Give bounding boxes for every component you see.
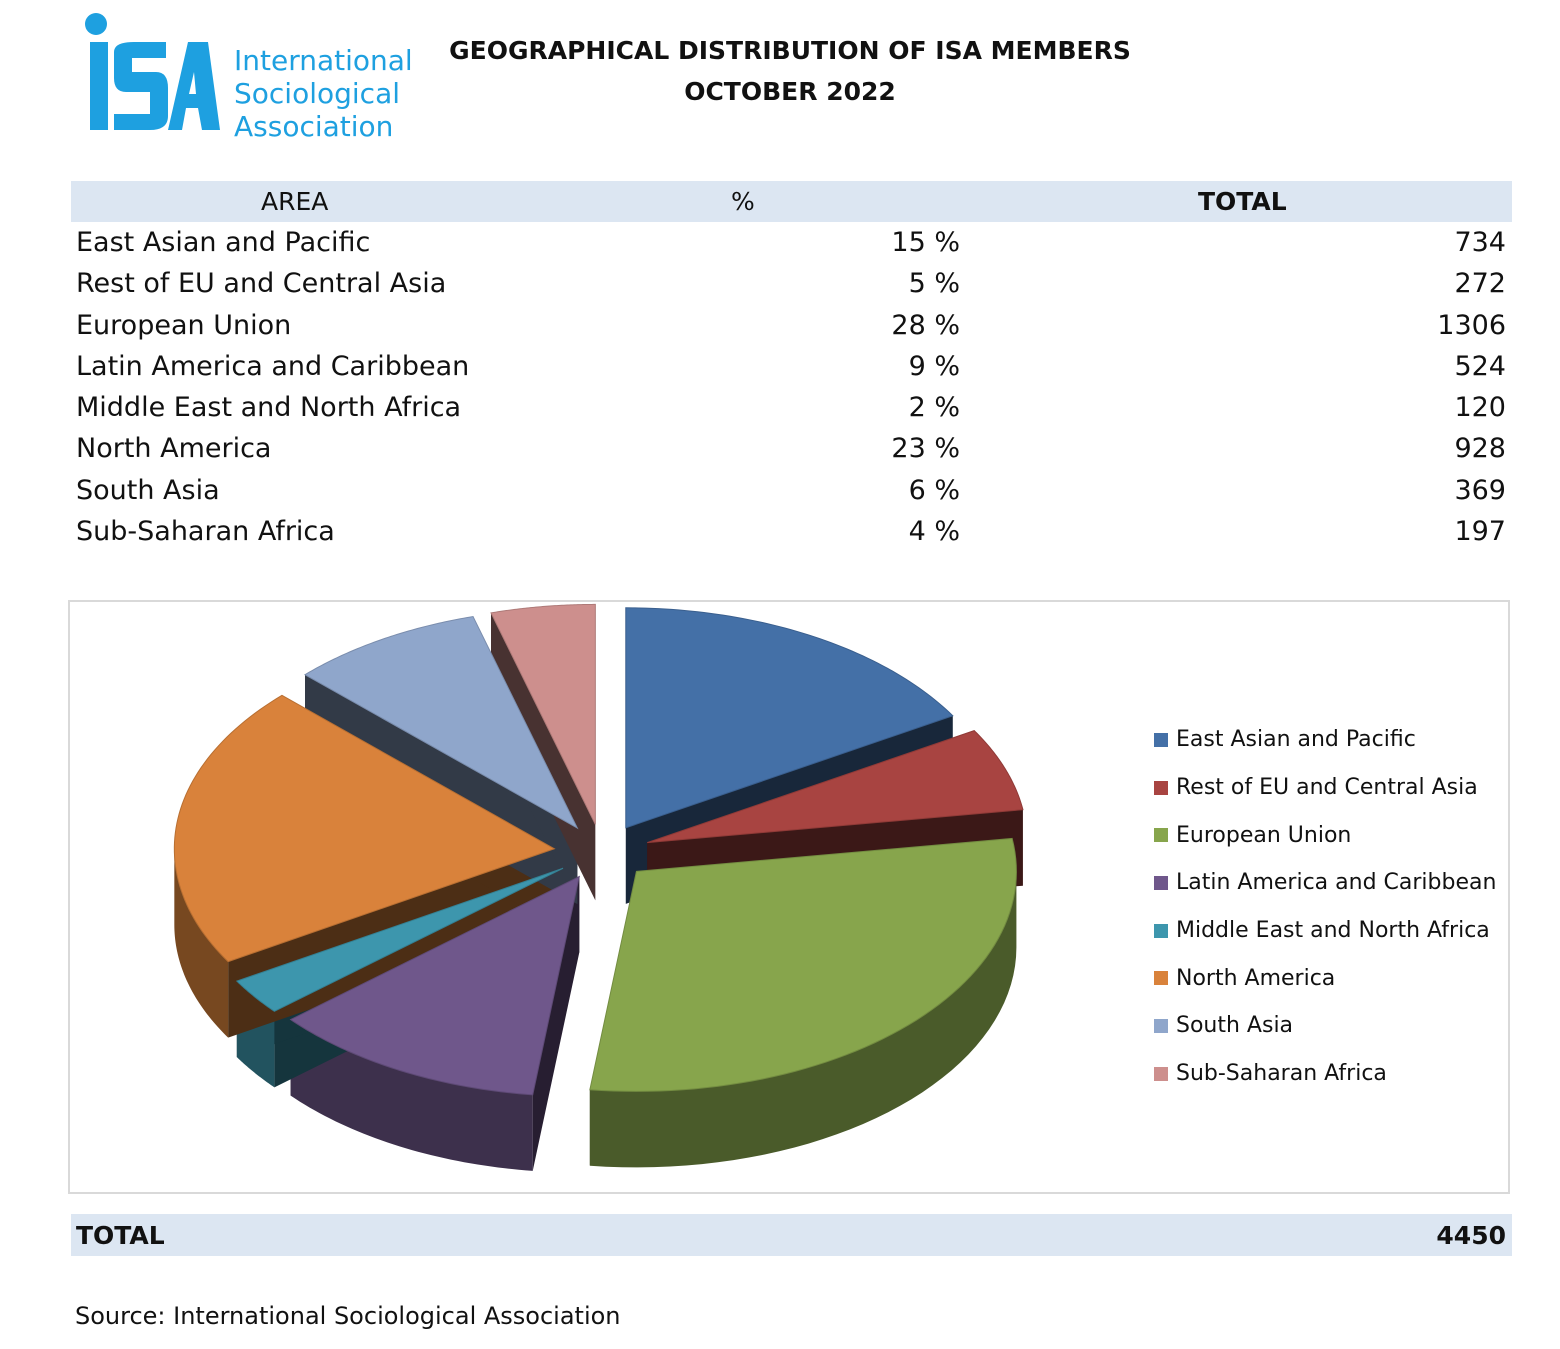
- cell-area: Middle East and North Africa: [76, 392, 462, 424]
- pie-slice: [289, 875, 580, 1096]
- cell-total: 1306: [1437, 309, 1506, 341]
- table-row: European Union 28 % 1306: [71, 305, 1512, 346]
- header-area: AREA: [261, 187, 329, 216]
- table-row: Latin America and Caribbean 9 % 524: [71, 346, 1512, 387]
- pie-slice-wall: [491, 612, 596, 901]
- isa-logo-mark: [85, 13, 220, 130]
- pie-slice: [490, 603, 596, 825]
- cell-pct: 28 %: [891, 309, 960, 341]
- title-line-2: OCTOBER 2022: [684, 77, 896, 106]
- legend-item: South Asia: [1154, 1002, 1496, 1050]
- legend-swatch: [1154, 732, 1168, 747]
- cell-pct: 15 %: [891, 227, 960, 258]
- legend-item: Latin America and Caribbean: [1154, 859, 1496, 907]
- pie-slice-rim: [589, 871, 1017, 1168]
- distribution-table: AREA % TOTAL East Asian and Pacific 15 % 7…: [71, 181, 1512, 552]
- table-row: Sub-Saharan Africa 4 % 197: [71, 511, 1512, 552]
- pie-slice: [304, 616, 579, 830]
- legend-swatch: [1154, 875, 1168, 890]
- cell-area: Sub-Saharan Africa: [76, 516, 335, 548]
- legend-swatch: [1154, 828, 1168, 843]
- legend-swatch: [1154, 1066, 1168, 1081]
- table-row: East Asian and Pacific 15 % 734: [71, 222, 1512, 263]
- legend-label: Middle East and North Africa: [1176, 918, 1490, 944]
- isa-logo: International Sociological Association: [84, 12, 444, 146]
- legend-swatch: [1154, 971, 1168, 986]
- legend-label: North America: [1176, 965, 1336, 991]
- pie-slice-side: [491, 612, 596, 901]
- table-header: AREA % TOTAL: [71, 181, 1512, 222]
- pie-chart: East Asian and Pacific Rest of EU and Cen…: [68, 600, 1510, 1194]
- isa-logo-text: International Sociological Association: [234, 44, 413, 143]
- pie-slice-rim: [174, 848, 229, 1038]
- legend-item: European Union: [1154, 811, 1496, 859]
- source-note: Source: International Sociological Assoc…: [75, 1302, 621, 1330]
- total-bar: TOTAL 4450: [71, 1214, 1512, 1256]
- legend-item: Sub-Saharan Africa: [1154, 1050, 1496, 1098]
- legend-label: European Union: [1176, 822, 1352, 848]
- legend-swatch: [1154, 780, 1168, 795]
- cell-area: Rest of EU and Central Asia: [76, 268, 447, 300]
- logo-line-2: Sociological: [234, 77, 401, 110]
- pie-slice: [625, 607, 954, 829]
- cell-total: 272: [1454, 268, 1506, 300]
- table-body: East Asian and Pacific 15 % 734 Rest of EU …: [71, 222, 1512, 552]
- table-row: Rest of EU and Central Asia 5 % 272: [71, 263, 1512, 304]
- header-pct: %: [731, 187, 755, 216]
- legend-swatch: [1154, 923, 1168, 938]
- legend-label: Rest of EU and Central Asia: [1176, 775, 1478, 801]
- legend-item: East Asian and Pacific: [1154, 716, 1496, 764]
- cell-total: 524: [1454, 350, 1506, 382]
- cell-pct: 5 %: [908, 268, 960, 300]
- pie-slice-rim: [290, 1019, 533, 1171]
- table-row: Middle East and North Africa 2 % 120: [71, 387, 1512, 428]
- logo-line-1: International: [234, 44, 413, 77]
- total-label: TOTAL: [76, 1221, 165, 1250]
- chart-legend: East Asian and Pacific Rest of EU and Cen…: [1154, 716, 1496, 1098]
- pie-slice: [647, 730, 1024, 844]
- legend-label: South Asia: [1176, 1013, 1294, 1039]
- cell-pct: 23 %: [891, 433, 960, 465]
- header-total: TOTAL: [1198, 187, 1287, 216]
- page-title: GEOGRAPHICAL DISTRIBUTION OF ISA MEMBERS…: [440, 30, 1140, 112]
- legend-label: Sub-Saharan Africa: [1176, 1061, 1387, 1087]
- table-row: North America 23 % 928: [71, 428, 1512, 469]
- legend-item: Middle East and North Africa: [1154, 907, 1496, 955]
- cell-total: 734: [1454, 227, 1506, 258]
- pie-chart-svg: [173, 603, 1024, 1171]
- pie-slice: [173, 694, 556, 963]
- cell-area: South Asia: [76, 474, 220, 506]
- cell-total: 197: [1454, 516, 1506, 548]
- title-line-1: GEOGRAPHICAL DISTRIBUTION OF ISA MEMBERS: [449, 36, 1131, 65]
- cell-total: 369: [1454, 474, 1506, 506]
- legend-swatch: [1154, 1018, 1168, 1033]
- cell-area: North America: [76, 433, 272, 465]
- cell-area: East Asian and Pacific: [76, 227, 371, 258]
- pie-slice: [235, 867, 564, 1012]
- cell-total: 120: [1454, 392, 1506, 424]
- cell-total: 928: [1454, 433, 1506, 465]
- legend-item: Rest of EU and Central Asia: [1154, 764, 1496, 812]
- cell-pct: 2 %: [908, 392, 960, 424]
- legend-item: North America: [1154, 954, 1496, 1002]
- cell-area: Latin America and Caribbean: [76, 350, 470, 382]
- pie-slice: [589, 837, 1017, 1092]
- logo-line-3: Association: [234, 110, 394, 143]
- cell-pct: 6 %: [908, 474, 960, 506]
- cell-area: European Union: [76, 309, 292, 341]
- pie-tops: [173, 603, 1024, 1096]
- cell-pct: 9 %: [908, 350, 960, 382]
- table-row: South Asia 6 % 369: [71, 470, 1512, 511]
- legend-label: Latin America and Caribbean: [1176, 870, 1497, 896]
- total-value: 4450: [1436, 1221, 1506, 1250]
- legend-label: East Asian and Pacific: [1176, 727, 1416, 753]
- cell-pct: 4 %: [908, 516, 960, 548]
